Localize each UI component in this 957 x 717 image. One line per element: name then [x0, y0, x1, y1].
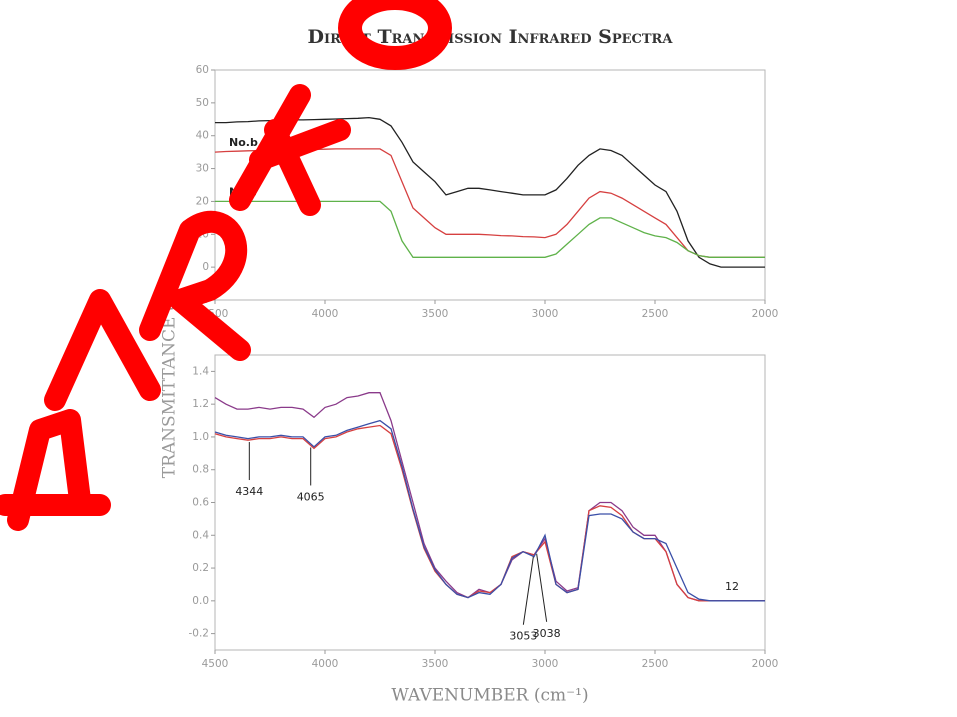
series-line [215, 426, 765, 601]
y-tick-label: 0 [202, 261, 209, 273]
x-tick-label: 4000 [312, 658, 339, 670]
y-tick-label: 40 [196, 130, 209, 142]
y-tick-label: 0.4 [192, 529, 209, 541]
y-tick-label: 20 [196, 195, 209, 207]
annotation-leader [523, 557, 533, 625]
chart: Direct Transmission Infrared Spectra TRA… [0, 0, 957, 713]
x-tick-label: 2500 [642, 658, 669, 670]
watermark-stroke [55, 300, 150, 400]
y-tick-label: 1.2 [192, 398, 209, 410]
y-tick-label: 50 [196, 97, 209, 109]
x-tick-label: 2000 [752, 308, 779, 320]
x-axis-label: WAVENUMBER (cm⁻¹) [391, 686, 588, 706]
y-tick-label: 0.0 [192, 595, 209, 607]
y-tick-label: 0.6 [192, 497, 209, 509]
x-tick-label: 4000 [312, 308, 339, 320]
y-tick-label: 1.4 [192, 365, 209, 377]
x-tick-label: 3000 [532, 658, 559, 670]
watermark [5, 0, 440, 520]
x-tick-label: 2500 [642, 308, 669, 320]
y-tick-label: 30 [196, 163, 209, 175]
x-tick-label: 3500 [422, 658, 449, 670]
annotation: 4344 [235, 485, 263, 498]
y-tick-label: -0.2 [189, 628, 210, 640]
y-tick-label: 1.0 [192, 431, 209, 443]
x-tick-label: 4500 [202, 658, 229, 670]
y-tick-label: 0.2 [192, 562, 209, 574]
y-tick-label: 60 [196, 64, 209, 76]
annotation-leader [537, 554, 547, 622]
y-tick-label: 0.8 [192, 464, 209, 476]
series-line [215, 201, 765, 257]
annotation: 3038 [533, 627, 561, 640]
annotation: 4065 [297, 490, 325, 503]
series-label: No.b [229, 136, 258, 149]
x-tick-label: 3000 [532, 308, 559, 320]
annotation: 12 [725, 580, 739, 593]
series-line [215, 421, 765, 601]
watermark-stroke [5, 420, 100, 520]
x-tick-label: 3500 [422, 308, 449, 320]
x-tick-label: 2000 [752, 658, 779, 670]
